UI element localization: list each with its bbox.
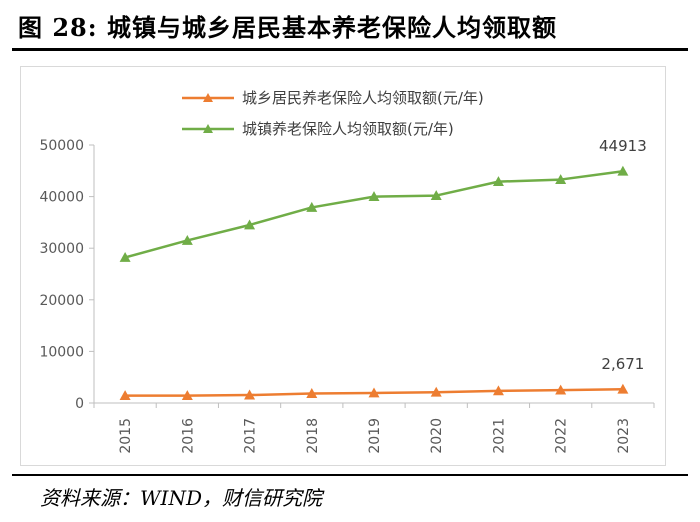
data-point — [244, 219, 256, 230]
source-rule — [12, 474, 688, 476]
legend-label: 城乡居民养老保险人均领取额(元/年) — [242, 89, 484, 107]
x-tick-label: 2015 — [118, 418, 134, 454]
legend-marker — [203, 93, 213, 102]
y-tick-label: 40000 — [39, 190, 84, 206]
x-tick-label: 2017 — [243, 418, 259, 454]
legend-label: 城镇养老保险人均领取额(元/年) — [242, 120, 454, 138]
x-tick-label: 2018 — [305, 418, 321, 454]
data-point — [181, 234, 193, 245]
x-tick-label: 2020 — [429, 418, 445, 454]
y-tick-label: 30000 — [39, 241, 84, 257]
chart-legend: 城乡居民养老保险人均领取额(元/年) 城镇养老保险人均领取额(元/年) — [182, 89, 484, 138]
data-point — [430, 386, 442, 397]
data-point — [555, 384, 567, 395]
data-point — [492, 385, 504, 396]
data-point — [617, 165, 629, 176]
x-tick-label: 2022 — [554, 418, 570, 454]
y-tick-label: 0 — [75, 396, 84, 412]
data-point — [119, 251, 131, 262]
chart-series: 2,671 44913 — [119, 137, 647, 401]
x-tick-label: 2019 — [367, 418, 383, 454]
line-chart: 0 10000 20000 30000 40000 50000 2015 2016 2017 20… — [39, 89, 655, 454]
data-label: 2,671 — [601, 355, 644, 373]
y-tick-label: 50000 — [39, 138, 84, 154]
x-tick-label: 2023 — [616, 418, 632, 454]
y-tick-label: 10000 — [39, 344, 84, 360]
data-point — [555, 174, 567, 184]
legend-marker — [203, 124, 213, 133]
chart-frame — [20, 66, 666, 466]
source-note: 资料来源：WIND，财信研究院 — [40, 486, 322, 510]
x-tick-label: 2021 — [491, 418, 507, 454]
chart-axes: 0 10000 20000 30000 40000 50000 2015 2016 2017 20… — [39, 138, 655, 454]
data-label: 44913 — [599, 137, 647, 155]
data-point — [119, 390, 131, 401]
data-point — [306, 201, 318, 212]
data-point — [430, 190, 442, 200]
data-point — [181, 390, 193, 401]
series-line — [124, 170, 624, 259]
data-point — [306, 388, 318, 398]
data-point — [244, 389, 256, 400]
series-0: 2,671 — [119, 355, 644, 401]
series-1: 44913 — [119, 137, 647, 262]
data-point — [492, 176, 504, 187]
x-tick-label: 2016 — [180, 418, 196, 454]
data-point — [368, 191, 380, 201]
title-rule — [12, 48, 688, 51]
data-point — [368, 387, 380, 398]
figure-title: 图 28: 城镇与城乡居民基本养老保险人均领取额 — [18, 13, 557, 42]
y-tick-label: 20000 — [39, 293, 84, 309]
data-point — [617, 383, 629, 394]
